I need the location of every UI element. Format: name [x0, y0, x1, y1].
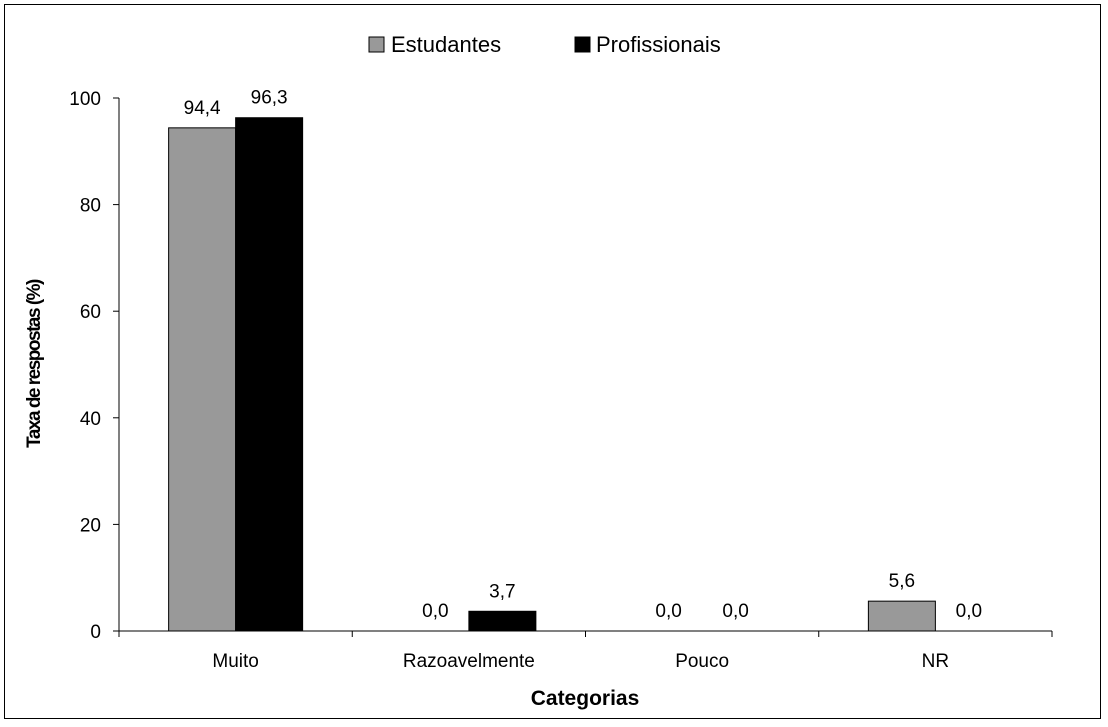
- y-tick-label: 80: [80, 196, 101, 217]
- legend-swatch-profissionais: [574, 36, 591, 53]
- y-tick-label: 40: [80, 409, 101, 430]
- x-axis-title: Categorias: [531, 687, 640, 710]
- bars: [168, 117, 936, 632]
- data-label-profissionais-nr: 0,0: [956, 601, 982, 622]
- data-label-profissionais-razoavelmente: 3,7: [489, 581, 515, 602]
- data-label-estudantes-muito: 94,4: [184, 98, 221, 119]
- y-axis: 0 20 40 60 80 100: [69, 89, 120, 643]
- bar-profissionais-muito: [235, 117, 304, 632]
- x-tick-label: NR: [922, 651, 949, 672]
- data-label-profissionais-pouco: 0,0: [722, 601, 748, 622]
- x-tick-label: Razoavelmente: [403, 651, 535, 672]
- y-tick-label: 20: [80, 515, 101, 536]
- legend-label-profissionais: Profissionais: [596, 32, 721, 57]
- y-tick-label: 60: [80, 302, 101, 323]
- legend-swatch-estudantes: [368, 36, 385, 53]
- data-labels: 94,4 96,3 0,0 3,7 0,0 0,0 5,6 0,0: [184, 88, 982, 622]
- bar-estudantes-muito: [168, 127, 237, 632]
- legend: Estudantes Profissionais: [368, 32, 721, 57]
- legend-label-estudantes: Estudantes: [391, 32, 501, 57]
- x-axis: Muito Razoavelmente Pouco NR: [118, 630, 1053, 672]
- data-label-estudantes-pouco: 0,0: [655, 601, 681, 622]
- data-label-estudantes-nr: 5,6: [889, 571, 915, 592]
- data-label-profissionais-muito: 96,3: [251, 88, 288, 109]
- bar-profissionais-razoavelmente: [468, 610, 537, 632]
- x-tick-label: Muito: [212, 651, 258, 672]
- y-axis-title: Taxa de respostas (%): [24, 279, 45, 448]
- x-tick-label: Pouco: [675, 651, 729, 672]
- y-tick-label: 0: [90, 622, 101, 643]
- bar-estudantes-nr: [867, 600, 936, 632]
- y-tick-label: 100: [69, 89, 101, 110]
- data-label-estudantes-razoavelmente: 0,0: [422, 601, 448, 622]
